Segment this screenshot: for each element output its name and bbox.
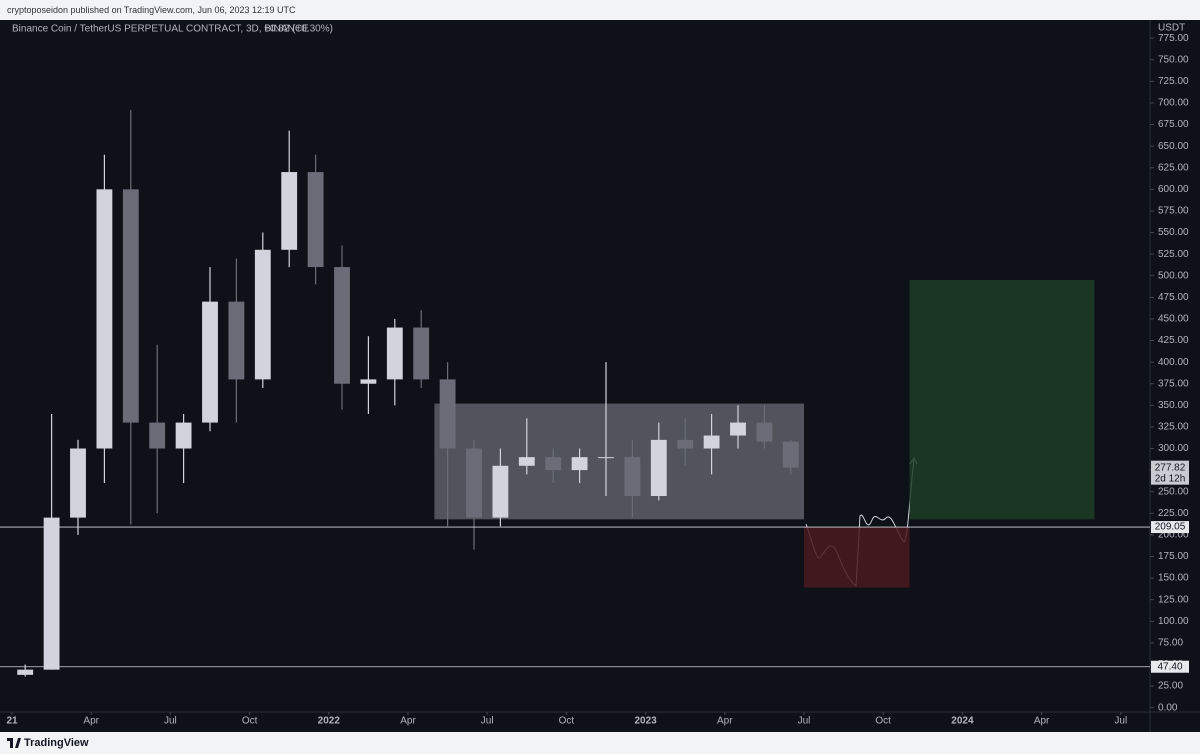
y-tick-label: 550.00 [1158,227,1189,238]
candle-body [782,441,799,468]
y-tick-label: 175.00 [1158,551,1189,562]
y-tick-label: 775.00 [1158,33,1189,44]
candle-body [334,267,350,384]
y-tick-label: 525.00 [1158,249,1189,260]
candle-body [703,435,720,449]
candle-body [96,189,113,449]
candle-body [307,172,324,268]
candle-body [17,669,34,675]
x-tick-label: 21 [6,716,18,727]
publisher: cryptoposeidon published on TradingView.… [7,5,296,15]
publish-bar: cryptoposeidon published on TradingView.… [0,0,1200,20]
y-tick-label: 750.00 [1158,54,1189,65]
candle-body [624,457,641,497]
brand: TradingView [24,737,89,749]
candle-body [650,439,667,497]
candle-body [598,457,614,459]
y-tick-label: 675.00 [1158,119,1189,130]
brand-bar: TradingView [0,732,1200,754]
candle-body [149,422,166,449]
zone [804,527,910,588]
symbol-change: +0.82 (+0.30%) [264,24,333,35]
candle-body [677,439,694,449]
x-tick-label: Apr [400,716,416,727]
x-tick-label: Oct [242,716,258,727]
x-tick-label: Jul [798,716,811,727]
candle-body [254,249,271,380]
candle-body [43,517,60,670]
x-tick-label: Jul [164,716,177,727]
x-tick-label: 2024 [951,716,974,727]
candle-body [492,465,509,518]
last-price-countdown: 2d 12h [1155,473,1186,484]
y-tick-label: 150.00 [1158,573,1189,584]
brand-logo [7,738,21,748]
zone [434,403,804,520]
y-tick-label: 625.00 [1158,162,1189,173]
candle-body [70,448,86,518]
level-label-box [1151,521,1189,534]
y-tick-label: 700.00 [1158,98,1189,109]
x-tick-label: Apr [717,716,733,727]
candle-body [730,422,746,436]
candle-body [386,327,403,380]
y-tick-label: 250.00 [1158,486,1189,497]
candle-body [175,422,192,449]
x-tick-label: Apr [1034,716,1050,727]
chart: Binance Coin / TetherUS PERPETUAL CONTRA… [0,20,1200,732]
y-tick-label: 500.00 [1158,270,1189,281]
y-tick-label: 575.00 [1158,206,1189,217]
candle-body [281,172,298,250]
x-tick-label: Oct [875,716,891,727]
candle-body [756,422,773,442]
x-tick-label: 2022 [318,716,341,727]
last-price-box [1151,460,1189,485]
candle-body [413,327,430,380]
last-price-label: 277.82 [1155,462,1186,473]
x-tick-label: Oct [559,716,575,727]
y-tick-label: 300.00 [1158,443,1189,454]
y-tick-label: 475.00 [1158,292,1189,303]
candle-body [545,457,562,471]
plot-layer [17,109,1095,677]
candle-body [571,457,588,471]
y-tick-label: 600.00 [1158,184,1189,195]
y-tick-label: 225.00 [1158,508,1189,519]
y-tick-label: 0.00 [1158,702,1178,713]
y-tick-label: 350.00 [1158,400,1189,411]
level-label-box [1151,660,1189,673]
candle-body [518,457,535,466]
y-tick-label: 650.00 [1158,141,1189,152]
zone [909,280,1095,520]
y-tick-label: 425.00 [1158,335,1189,346]
x-tick-label: Apr [83,716,99,727]
symbol-title: Binance Coin / TetherUS PERPETUAL CONTRA… [12,24,309,35]
candle-body [228,301,245,380]
y-unit: USDT [1158,23,1185,34]
y-tick-label: 450.00 [1158,314,1189,325]
y-tick-label: 125.00 [1158,594,1189,605]
y-tick-label: 400.00 [1158,357,1189,368]
candle-body [360,379,377,384]
candle-body [439,379,456,449]
level-label: 209.05 [1155,522,1186,533]
y-tick-label: 375.00 [1158,378,1189,389]
level-label: 47.40 [1157,661,1182,672]
y-tick-label: 725.00 [1158,76,1189,87]
candle-body [202,301,218,423]
y-tick-label: 100.00 [1158,616,1189,627]
x-tick-label: Jul [481,716,494,727]
x-tick-label: 2023 [634,716,657,727]
y-tick-label: 325.00 [1158,422,1189,433]
candle-body [122,189,139,423]
y-tick-label: 25.00 [1158,681,1183,692]
y-tick-label: 75.00 [1158,638,1183,649]
x-tick-label: Jul [1114,716,1127,727]
y-tick-label: 200.00 [1158,530,1189,541]
candle-body [466,448,482,518]
